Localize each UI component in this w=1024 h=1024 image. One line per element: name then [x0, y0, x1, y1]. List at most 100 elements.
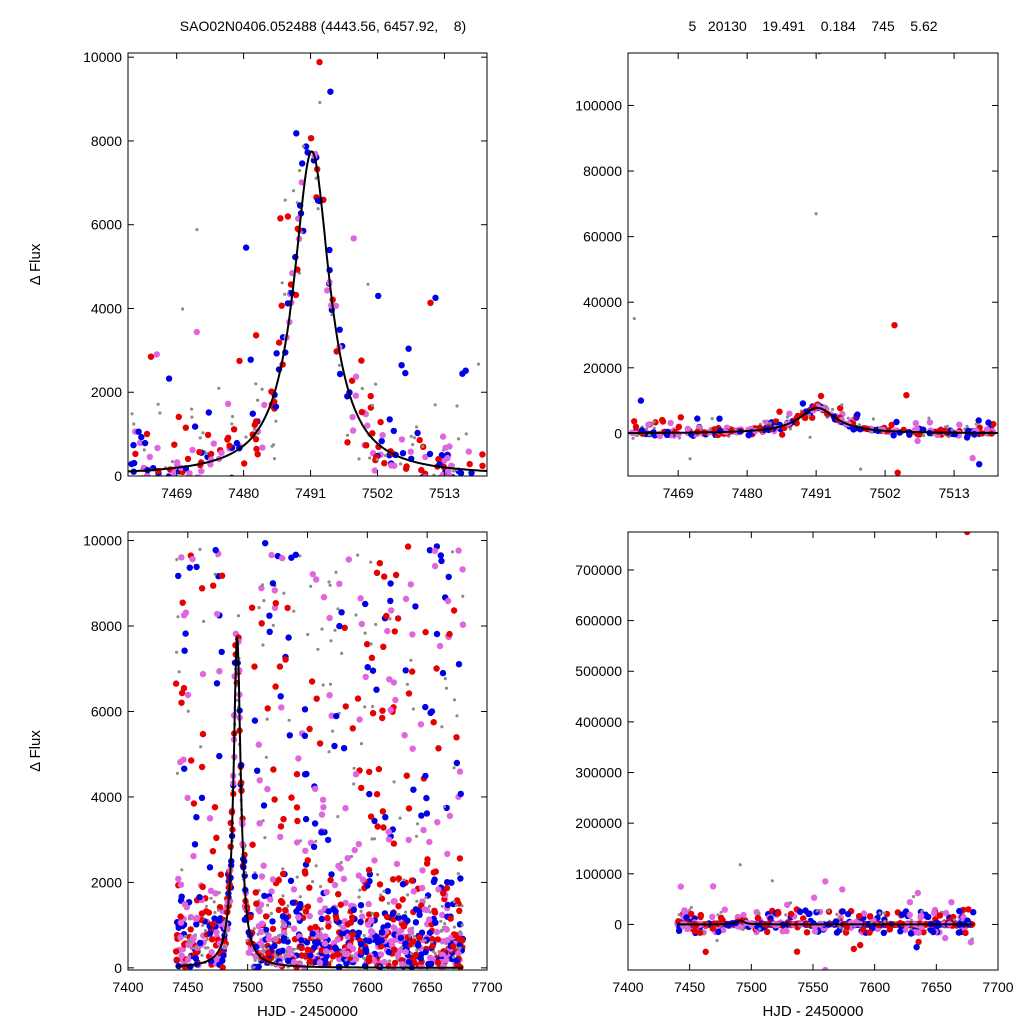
- data-point-gray: [437, 950, 441, 954]
- data-point-gray: [440, 725, 444, 729]
- fit-curve: [128, 150, 487, 473]
- data-point-red: [280, 815, 287, 823]
- data-point-gray: [230, 422, 234, 426]
- data-point-red: [221, 478, 227, 484]
- data-point-magenta: [178, 554, 185, 561]
- data-point-blue: [638, 427, 646, 434]
- data-point-blue: [330, 906, 337, 913]
- data-point-gray: [386, 901, 391, 905]
- data-point-red: [915, 938, 922, 946]
- data-point-red: [198, 910, 206, 917]
- data-point-magenta: [915, 929, 922, 936]
- y-tick-label: 6000: [91, 217, 122, 233]
- data-point-gray: [443, 922, 447, 926]
- data-point-red: [408, 877, 416, 884]
- data-point-red: [779, 431, 786, 438]
- data-point-red: [209, 920, 217, 928]
- data-point-gray: [263, 836, 267, 840]
- data-point-blue: [181, 647, 188, 654]
- data-point-red: [198, 763, 206, 771]
- data-point-gray: [952, 918, 956, 922]
- data-point-blue: [301, 771, 309, 778]
- data-point-gray: [824, 405, 828, 409]
- data-point-gray: [168, 477, 171, 480]
- data-point-blue: [178, 893, 185, 900]
- x-tick-label: 7600: [859, 979, 890, 995]
- data-point-red: [218, 572, 226, 579]
- data-point-gray: [789, 901, 793, 905]
- data-point-gray: [356, 553, 360, 557]
- data-point-magenta: [344, 855, 351, 862]
- data-point-gray: [260, 583, 264, 587]
- data-point-gray: [412, 934, 416, 939]
- data-point-gray: [376, 873, 380, 877]
- data-point-gray: [366, 282, 370, 286]
- data-point-gray: [181, 307, 185, 311]
- data-point-gray: [920, 909, 924, 913]
- data-point-blue: [287, 877, 295, 884]
- data-point-blue: [197, 939, 204, 947]
- data-point-gray: [278, 933, 282, 937]
- data-point-gray: [404, 910, 408, 914]
- data-point-red: [709, 925, 716, 932]
- data-point-gray: [271, 623, 275, 628]
- data-point-gray: [688, 457, 692, 461]
- data-point-gray: [200, 953, 204, 957]
- data-point-red: [965, 906, 972, 913]
- data-point-red: [754, 915, 762, 922]
- data-point-magenta: [268, 888, 275, 895]
- data-point-red: [268, 388, 275, 395]
- data-point-magenta: [171, 469, 178, 476]
- data-point-gray: [252, 927, 256, 931]
- data-point-red: [171, 441, 178, 448]
- data-point-red: [433, 665, 440, 672]
- y-tick-label: 2000: [91, 384, 122, 400]
- data-point-red: [696, 929, 704, 936]
- data-point-red: [405, 690, 413, 697]
- data-point-magenta: [342, 899, 349, 907]
- data-point-red: [213, 834, 220, 841]
- data-point-gray: [333, 628, 337, 632]
- data-point-magenta: [956, 421, 963, 428]
- data-point-blue: [326, 246, 333, 254]
- data-point-gray: [262, 599, 266, 603]
- data-point-red: [775, 910, 782, 917]
- y-tick-label: 10000: [83, 533, 122, 549]
- x-tick-label: 7400: [112, 979, 143, 995]
- data-point-blue: [302, 815, 310, 823]
- data-point-blue: [384, 922, 391, 929]
- data-point-red: [196, 448, 203, 456]
- data-point-gray: [287, 924, 292, 929]
- data-point-gray: [433, 952, 438, 956]
- data-point-magenta: [422, 453, 429, 461]
- data-point-gray: [175, 771, 179, 775]
- data-point-gray: [314, 864, 318, 868]
- data-point-magenta: [257, 901, 265, 908]
- data-point-red: [241, 460, 248, 467]
- data-point-gray: [262, 948, 266, 953]
- data-point-red: [272, 600, 279, 607]
- data-point-magenta: [737, 923, 744, 931]
- data-point-blue: [716, 415, 723, 422]
- data-point-gray: [398, 816, 402, 820]
- data-point-red: [272, 683, 279, 690]
- data-point-blue: [694, 415, 701, 422]
- data-point-gray: [647, 433, 652, 437]
- data-point-blue: [350, 906, 357, 913]
- data-point-gray: [458, 946, 462, 950]
- data-point-magenta: [258, 920, 266, 927]
- data-point-magenta: [465, 448, 472, 455]
- data-point-red: [403, 772, 410, 779]
- data-point-blue: [378, 437, 385, 445]
- data-point-red: [677, 414, 684, 421]
- x-tick-label: 7700: [982, 979, 1013, 995]
- data-point-gray: [311, 880, 315, 884]
- y-tick-label: 80000: [583, 163, 622, 179]
- data-point-blue: [432, 294, 439, 301]
- data-point-gray: [339, 860, 343, 865]
- data-point-red: [842, 929, 850, 936]
- data-point-blue: [186, 564, 193, 571]
- data-point-gray: [186, 709, 190, 713]
- data-point-magenta: [356, 716, 363, 723]
